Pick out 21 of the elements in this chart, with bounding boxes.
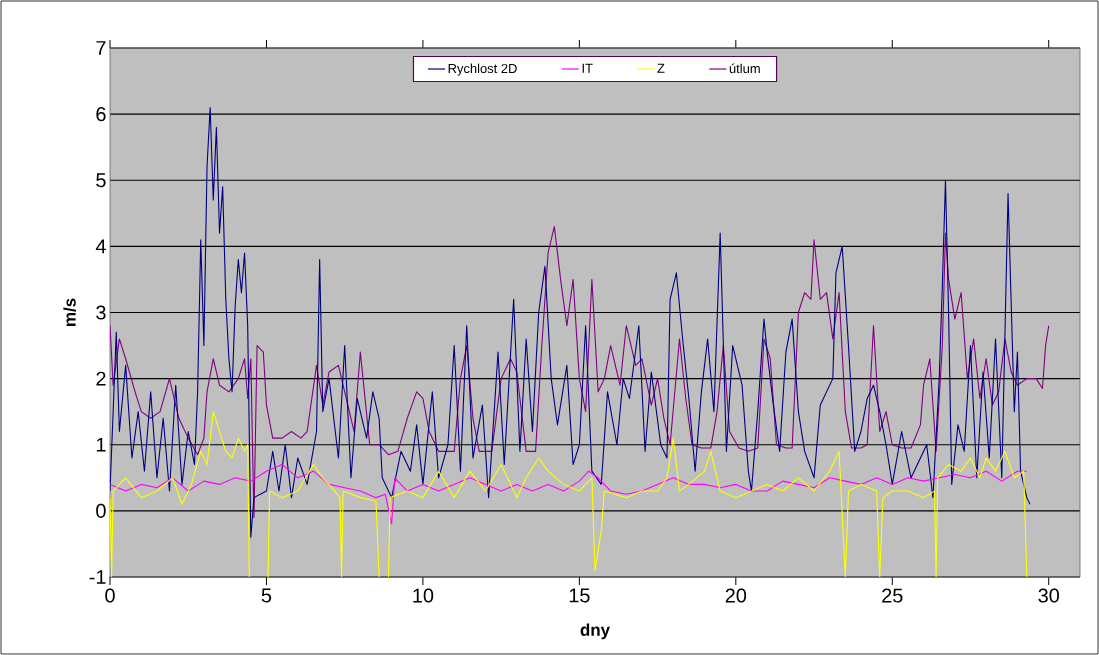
y-tick-label: 4 bbox=[95, 239, 106, 254]
legend-label: IT bbox=[582, 63, 593, 73]
y-axis-title: m/s bbox=[63, 298, 76, 326]
y-tick-label: 0 bbox=[96, 503, 106, 518]
y-tick-label: 7 bbox=[96, 41, 106, 55]
x-axis-title: dny bbox=[580, 623, 610, 640]
y-tick-label: -1 bbox=[89, 570, 106, 584]
x-tick-label: 5 bbox=[261, 588, 272, 603]
y-tick-label: 2 bbox=[96, 371, 106, 386]
x-tick-label: 20 bbox=[725, 588, 747, 603]
y-tick-label: 1 bbox=[96, 437, 106, 452]
y-tick-label: 3 bbox=[96, 305, 106, 320]
x-tick-label: 15 bbox=[569, 588, 590, 603]
x-tick-label: 10 bbox=[413, 588, 434, 603]
legend-label: útlum bbox=[729, 63, 760, 74]
legend-label: Z bbox=[657, 63, 665, 73]
x-tick-label: 25 bbox=[882, 588, 903, 603]
y-tick-label: 5 bbox=[96, 173, 106, 188]
y-tick-label: 6 bbox=[96, 107, 106, 122]
legend-label: Rychlost 2D bbox=[448, 63, 517, 76]
x-tick-label: 30 bbox=[1038, 588, 1060, 603]
